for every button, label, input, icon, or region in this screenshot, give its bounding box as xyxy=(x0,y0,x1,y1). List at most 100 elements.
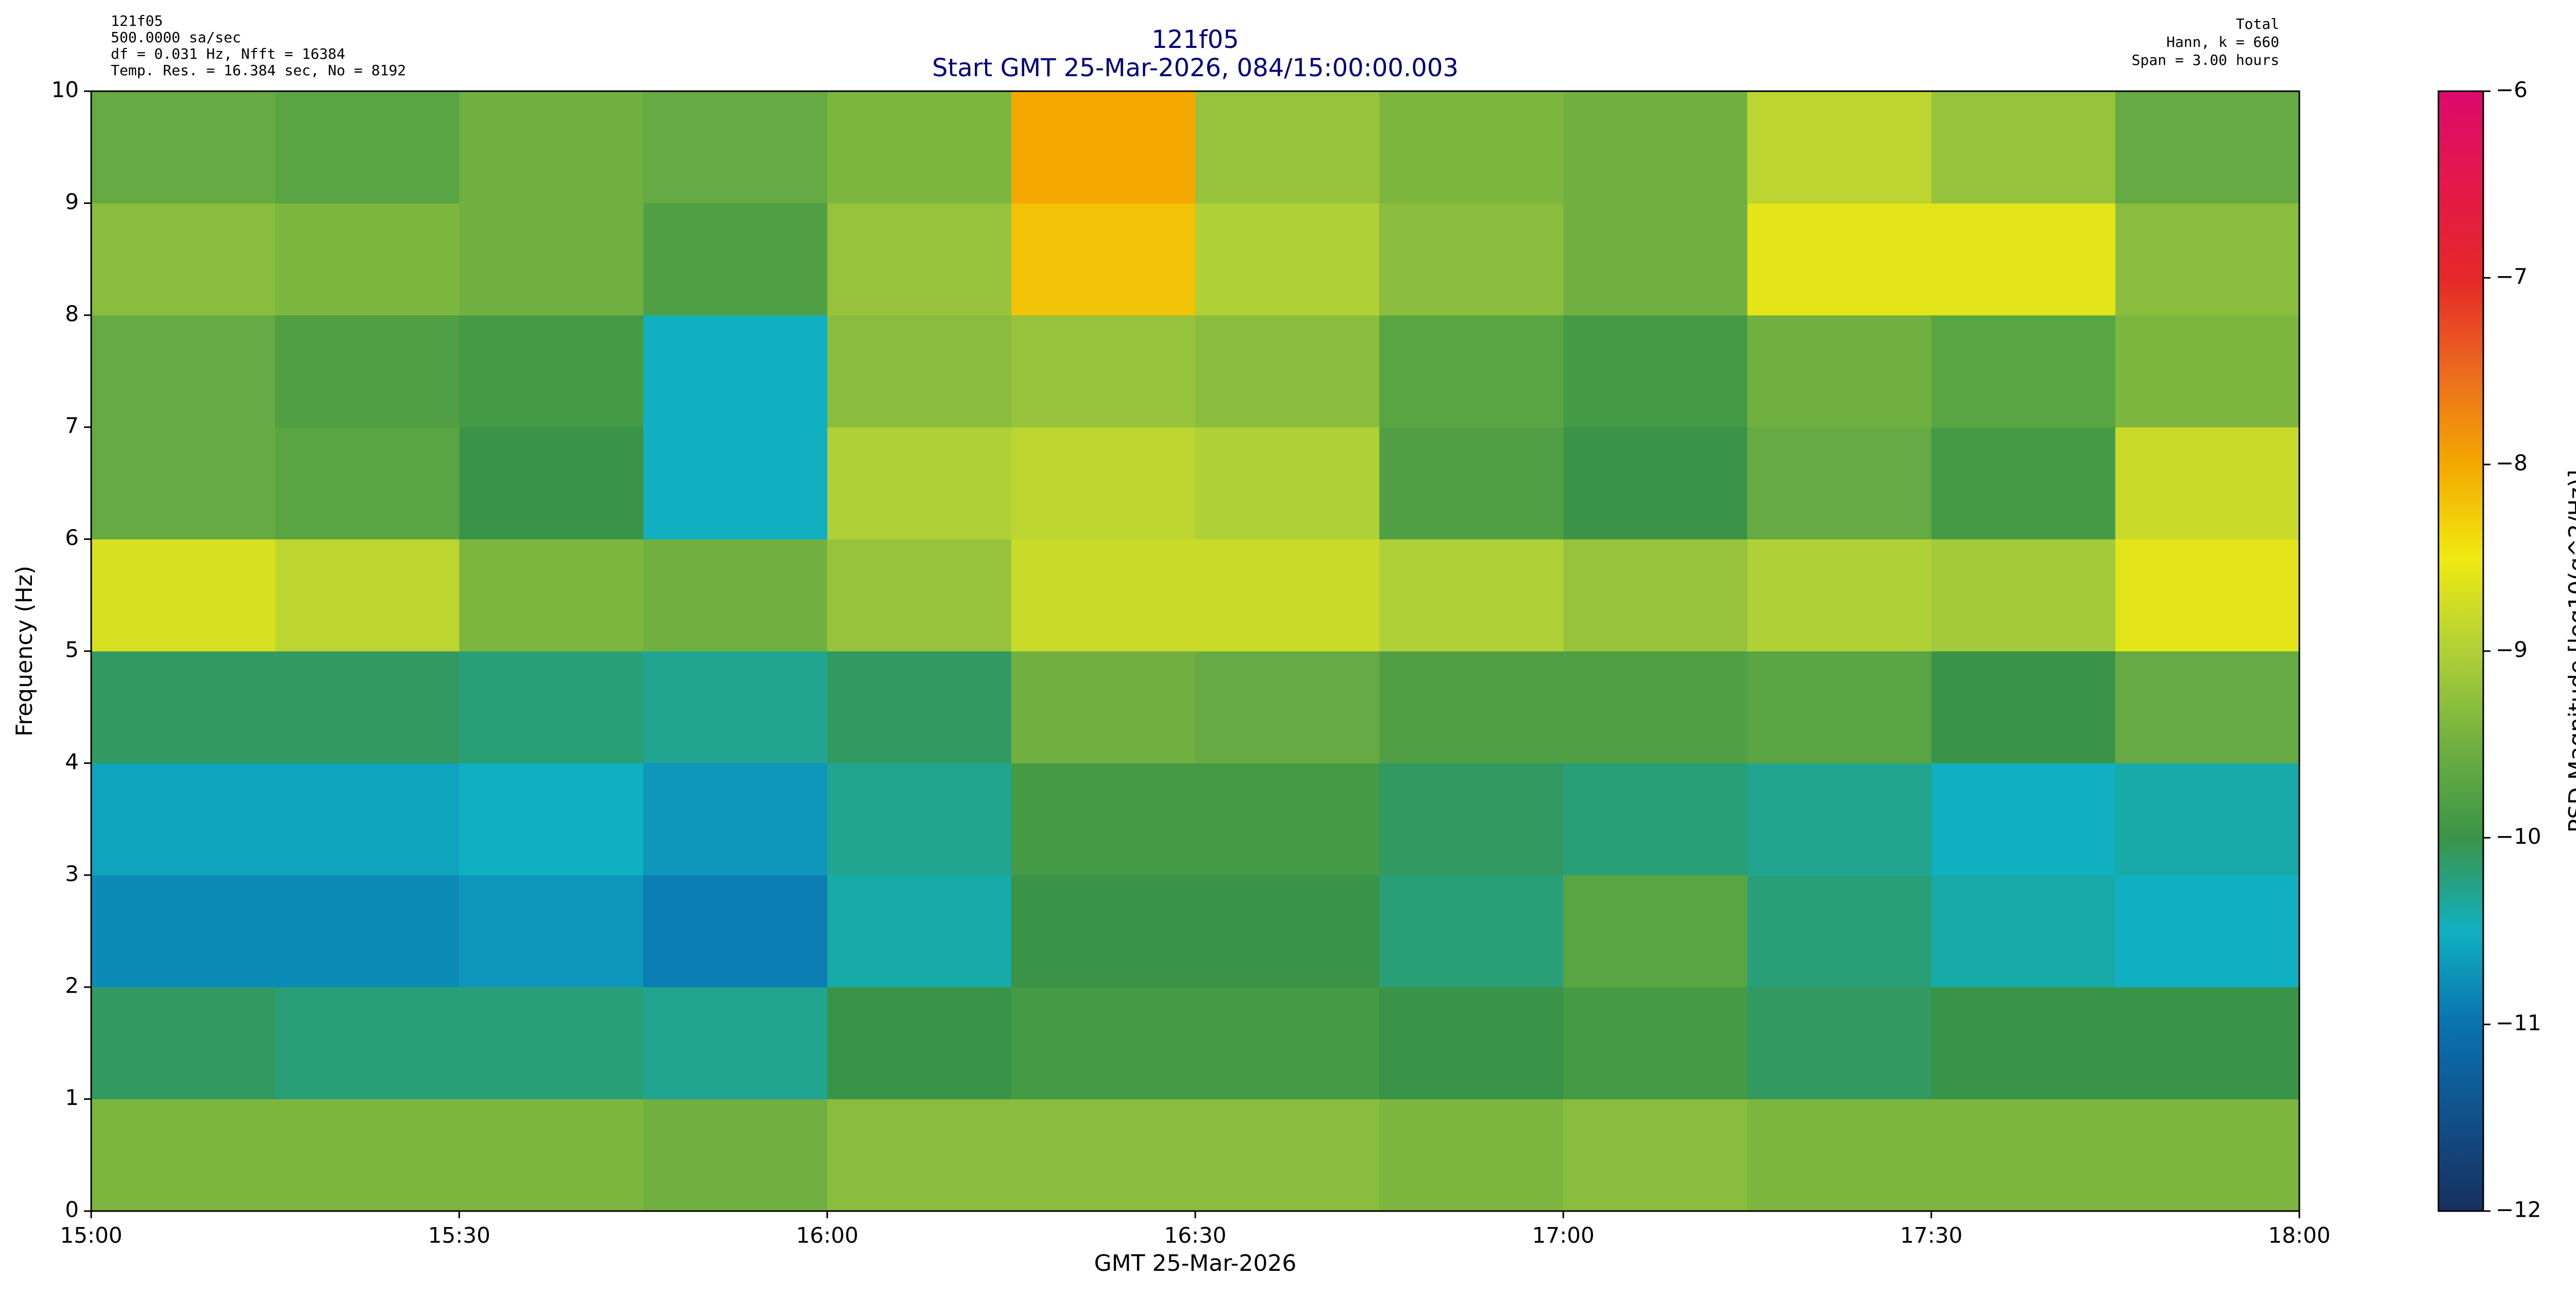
info-right: Hann, k = 660 xyxy=(2166,33,2279,50)
heatmap-cell xyxy=(1195,987,1380,1100)
heatmap-cell xyxy=(2115,315,2300,428)
heatmap-cell xyxy=(1563,91,1748,203)
y-tick-label: 1 xyxy=(65,1085,79,1110)
y-axis-label: Frequency (Hz) xyxy=(11,566,38,737)
heatmap-cell xyxy=(1011,1099,1196,1212)
heatmap-cell xyxy=(643,539,828,652)
heatmap-cell xyxy=(643,763,828,876)
heatmap-cell xyxy=(1195,539,1380,652)
heatmap-cell xyxy=(1195,427,1380,540)
info-right: Span = 3.00 hours xyxy=(2131,52,2279,69)
heatmap-cell xyxy=(827,987,1012,1100)
heatmap-cell xyxy=(91,91,276,203)
heatmap-cell xyxy=(1011,203,1196,316)
heatmap-cell xyxy=(643,651,828,763)
heatmap-cell xyxy=(827,875,1012,987)
y-tick-label: 6 xyxy=(65,525,79,550)
heatmap-cell xyxy=(2115,651,2300,763)
heatmap-cell xyxy=(1563,651,1748,763)
heatmap-cell xyxy=(275,651,460,763)
heatmap-cell xyxy=(91,427,276,540)
y-tick-label: 3 xyxy=(65,861,79,886)
heatmap-cell xyxy=(1931,203,2116,316)
heatmap-cell xyxy=(91,651,276,763)
heatmap-cell xyxy=(827,539,1012,652)
heatmap-cell xyxy=(1931,987,2116,1100)
heatmap-cell xyxy=(459,315,643,428)
heatmap-cell xyxy=(1747,427,1932,540)
heatmap-cell xyxy=(1563,203,1748,316)
colorbar-tick-label: −8 xyxy=(2496,450,2528,475)
heatmap-cell xyxy=(459,539,643,652)
heatmap-cell xyxy=(1563,539,1748,652)
heatmap-cell xyxy=(1931,539,2116,652)
heatmap-cell xyxy=(1747,875,1932,987)
heatmap-cell xyxy=(1747,315,1932,428)
heatmap-cell xyxy=(2115,203,2300,316)
heatmap-cell xyxy=(91,987,276,1100)
x-tick-label: 17:30 xyxy=(1900,1223,1962,1248)
heatmap-cell xyxy=(1931,875,2116,987)
heatmap-cell xyxy=(1379,987,1564,1100)
heatmap-cell xyxy=(1379,539,1564,652)
heatmap-cell xyxy=(1563,1099,1748,1212)
y-tick-label: 5 xyxy=(65,637,79,662)
heatmap-cell xyxy=(1379,875,1564,987)
heatmap-cell xyxy=(1931,427,2116,540)
heatmap-cell xyxy=(1195,875,1380,987)
heatmap-cell xyxy=(275,987,460,1100)
heatmap-cell xyxy=(1747,763,1932,876)
heatmap-cell xyxy=(1747,651,1932,763)
heatmap-cell xyxy=(1747,987,1932,1100)
heatmap-cell xyxy=(643,203,828,316)
heatmap-cell xyxy=(275,427,460,540)
heatmap-cell xyxy=(1379,427,1564,540)
heatmap-cell xyxy=(643,91,828,203)
heatmap-cell xyxy=(1931,91,2116,203)
heatmap-cell xyxy=(275,203,460,316)
heatmap-cell xyxy=(827,315,1012,428)
heatmap-cell xyxy=(1011,315,1196,428)
x-tick-label: 15:00 xyxy=(60,1223,122,1248)
heatmap-cell xyxy=(1747,539,1932,652)
heatmap-cell xyxy=(1931,651,2116,763)
x-tick-label: 16:30 xyxy=(1164,1223,1226,1248)
heatmap-cell xyxy=(1011,651,1196,763)
heatmap-cell xyxy=(1379,91,1564,203)
heatmap-cell xyxy=(91,539,276,652)
heatmap-cell xyxy=(459,875,643,987)
heatmap-cell xyxy=(2115,987,2300,1100)
heatmap-cell xyxy=(1379,203,1564,316)
heatmap-cell xyxy=(643,427,828,540)
info-left: 121f05 xyxy=(111,12,163,29)
y-tick-label: 2 xyxy=(65,973,79,998)
heatmap-cell xyxy=(275,539,460,652)
heatmap-cell xyxy=(1379,1099,1564,1212)
heatmap-cell xyxy=(2115,1099,2300,1212)
info-right: Total xyxy=(2236,15,2279,32)
heatmap-cell xyxy=(275,875,460,987)
x-tick-label: 15:30 xyxy=(428,1223,490,1248)
heatmap-cell xyxy=(827,427,1012,540)
colorbar-tick-label: −7 xyxy=(2496,264,2528,289)
heatmap-cell xyxy=(91,315,276,428)
heatmap-cell xyxy=(827,91,1012,203)
heatmap-cell xyxy=(643,1099,828,1212)
heatmap-cell xyxy=(459,1099,643,1212)
y-tick-label: 0 xyxy=(65,1197,79,1222)
chart-title: 121f05 xyxy=(1151,25,1239,54)
heatmap-cell xyxy=(1195,1099,1380,1212)
heatmap-cell xyxy=(1931,763,2116,876)
heatmap-cell xyxy=(827,763,1012,876)
info-left: df = 0.031 Hz, Nfft = 16384 xyxy=(111,45,345,62)
x-tick-label: 16:00 xyxy=(796,1223,858,1248)
chart-subtitle: Start GMT 25-Mar-2026, 084/15:00:00.003 xyxy=(932,54,1459,82)
heatmap-cell xyxy=(91,763,276,876)
heatmap-cell xyxy=(1563,315,1748,428)
heatmap-cell xyxy=(459,91,643,203)
heatmap-cell xyxy=(459,427,643,540)
heatmap-cell xyxy=(643,315,828,428)
heatmap-cell xyxy=(1011,875,1196,987)
heatmap-cell xyxy=(1747,203,1932,316)
heatmap-cell xyxy=(827,651,1012,763)
